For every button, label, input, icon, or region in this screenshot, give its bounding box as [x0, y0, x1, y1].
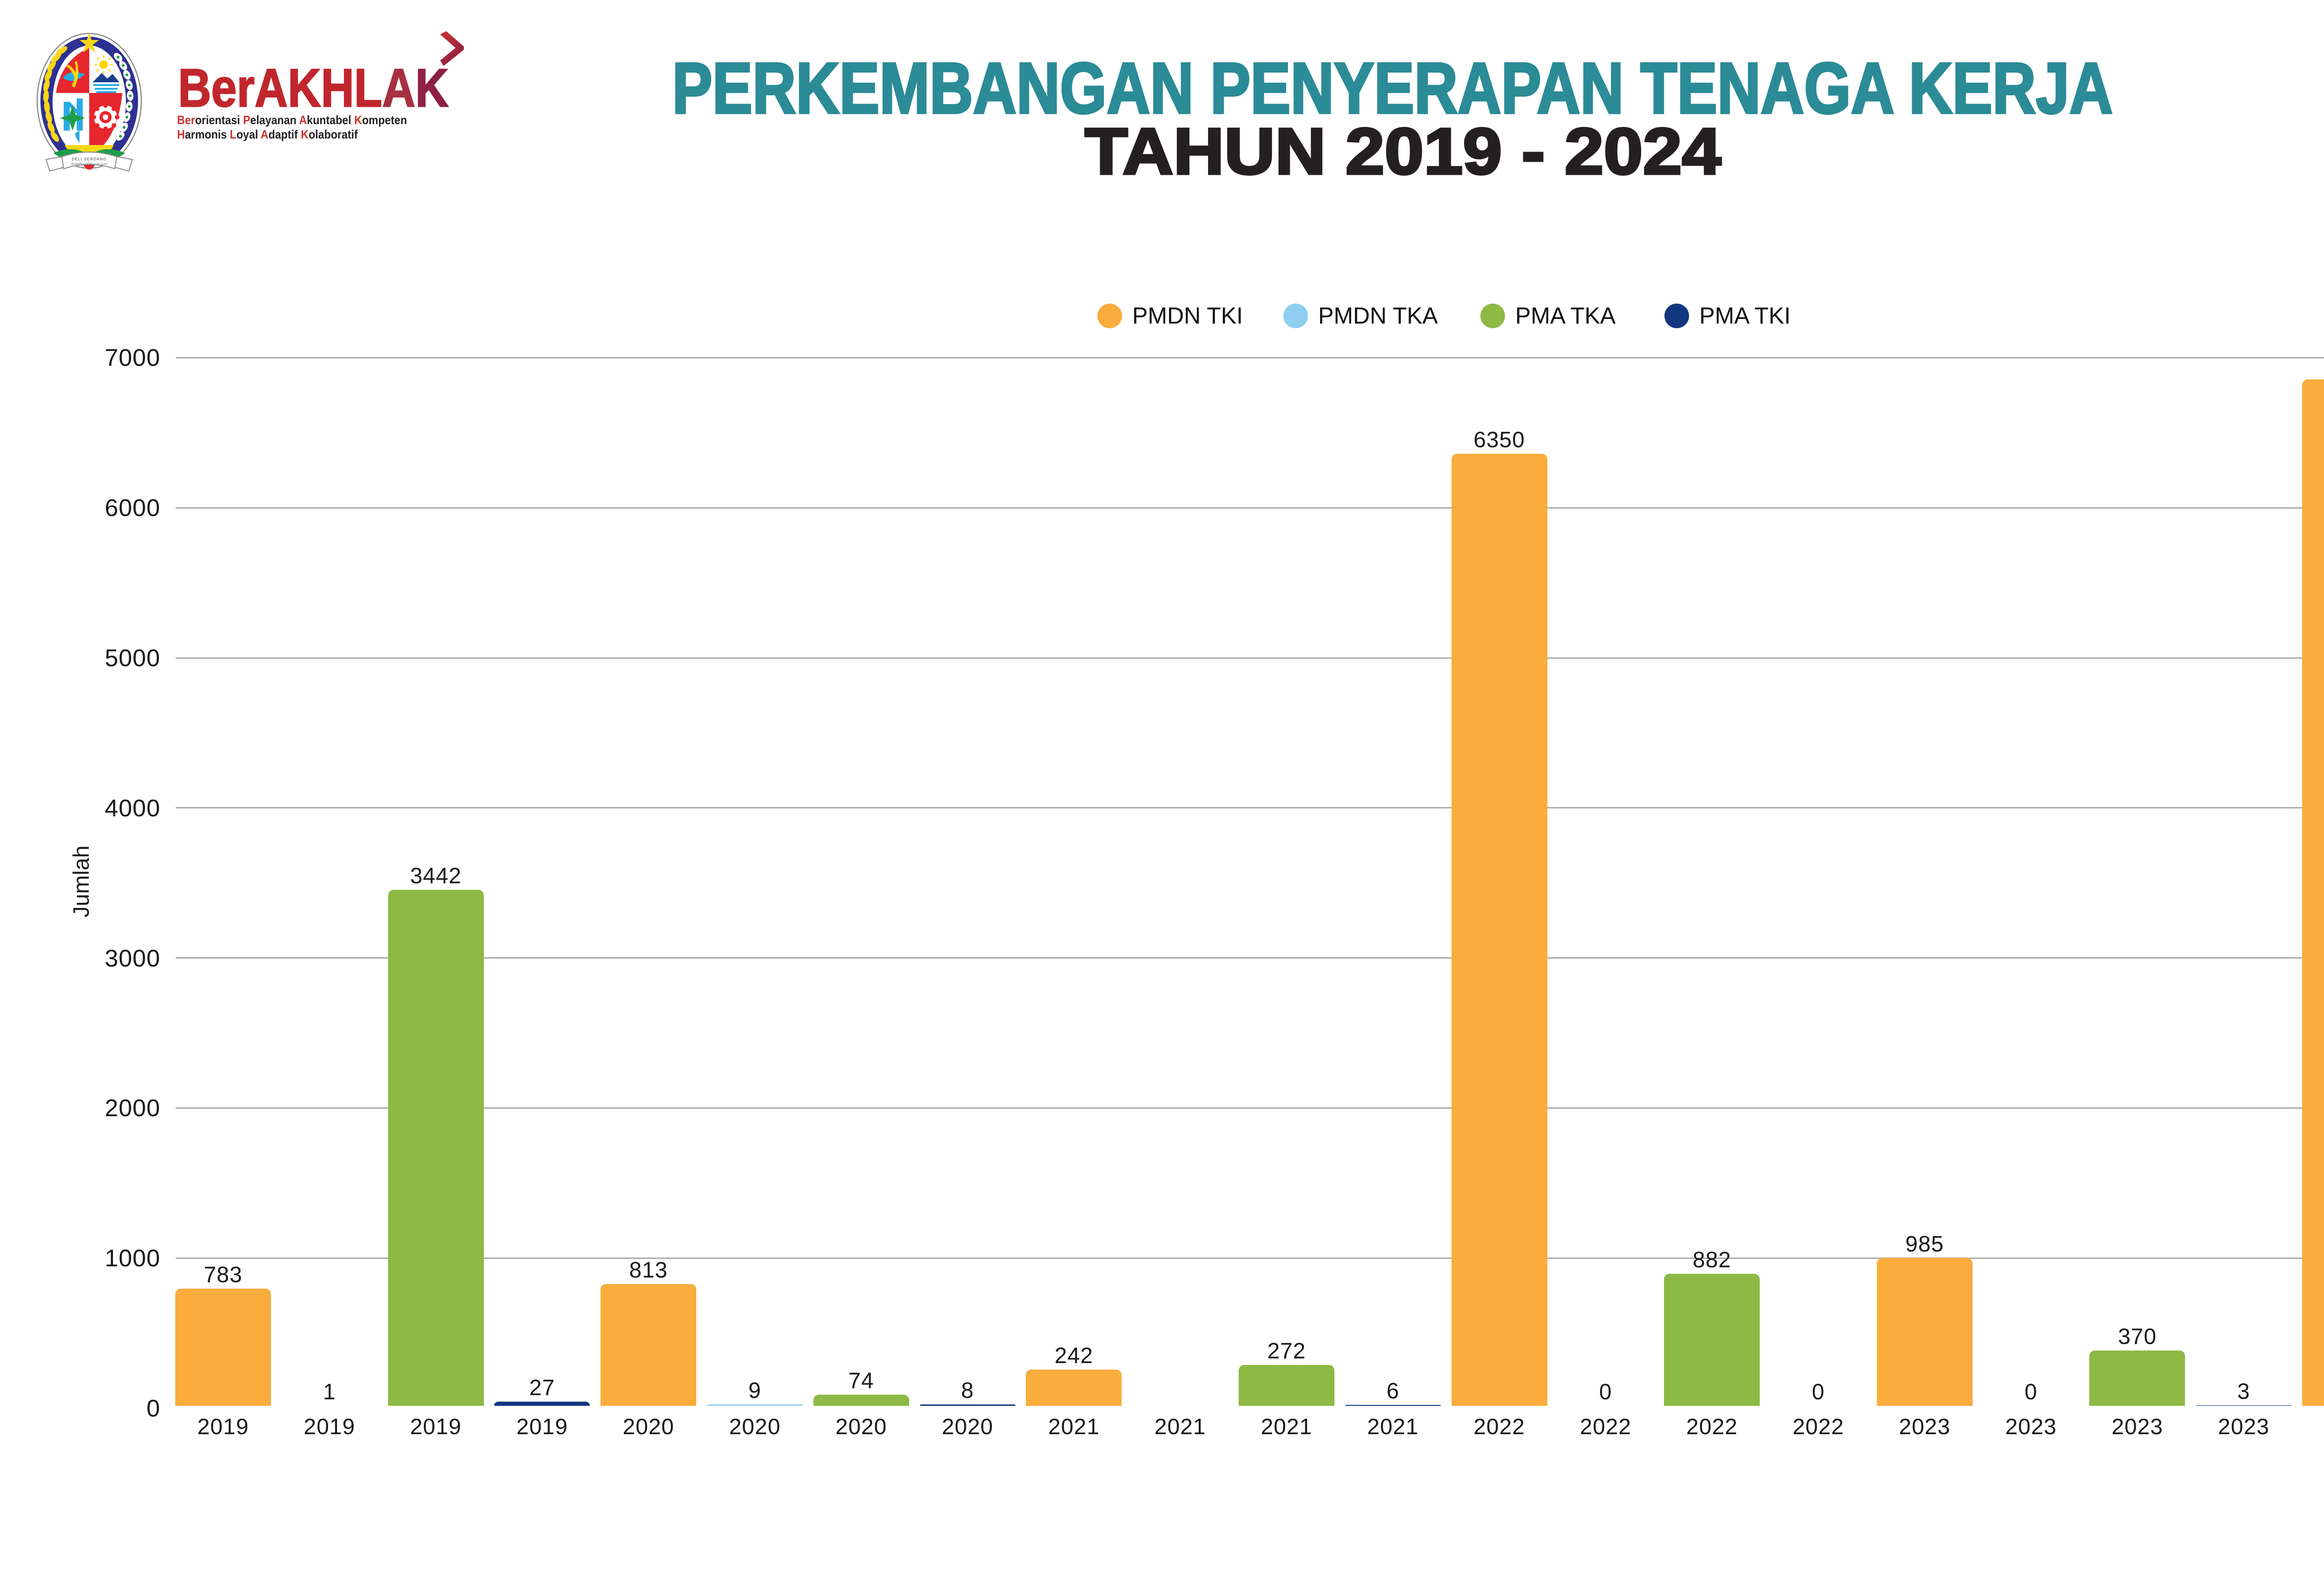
svg-text:BHINEKA PERKASA JAYA: BHINEKA PERKASA JAYA: [71, 163, 107, 166]
svg-text:DELI SERDANG: DELI SERDANG: [72, 157, 106, 161]
